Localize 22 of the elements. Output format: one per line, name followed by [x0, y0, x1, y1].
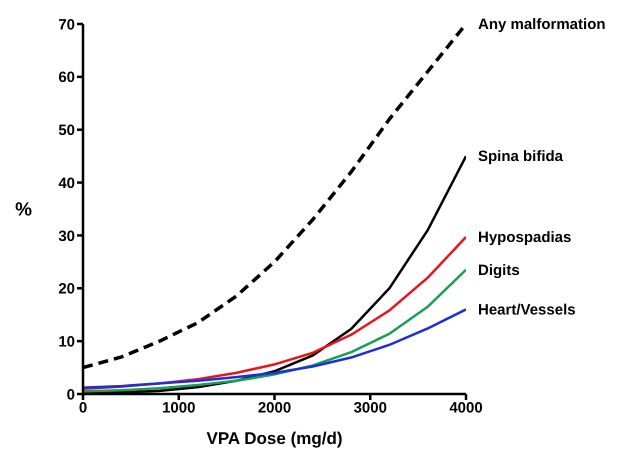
- series-label: Any malformation: [478, 16, 606, 33]
- y-tick-label: 60: [58, 69, 75, 86]
- line-series: [83, 308, 466, 389]
- series-label: Digits: [478, 262, 520, 279]
- x-tick-label: 4000: [449, 400, 483, 417]
- x-tick-label: 2000: [258, 400, 292, 417]
- series-label: Heart/Vessels: [478, 301, 576, 318]
- line-series: [83, 268, 466, 393]
- y-tick-label: 0: [66, 386, 75, 404]
- x-tick-label: 3000: [354, 400, 387, 417]
- y-tick-label: 20: [58, 280, 75, 298]
- y-tick-label: 30: [58, 228, 75, 245]
- x-axis-title: VPA Dose (mg/d): [206, 429, 343, 448]
- y-axis-title: %: [15, 200, 32, 221]
- x-tick-label: 0: [78, 400, 88, 417]
- series-label: Hypospadias: [478, 229, 572, 246]
- y-tick-label: 10: [58, 333, 75, 350]
- y-tick-label: 40: [58, 174, 75, 192]
- y-tick-label: 50: [58, 122, 75, 140]
- y-tick-label: 70: [58, 16, 75, 34]
- x-tick-label: 1000: [162, 400, 196, 417]
- series-label: Spina bifida: [478, 148, 564, 166]
